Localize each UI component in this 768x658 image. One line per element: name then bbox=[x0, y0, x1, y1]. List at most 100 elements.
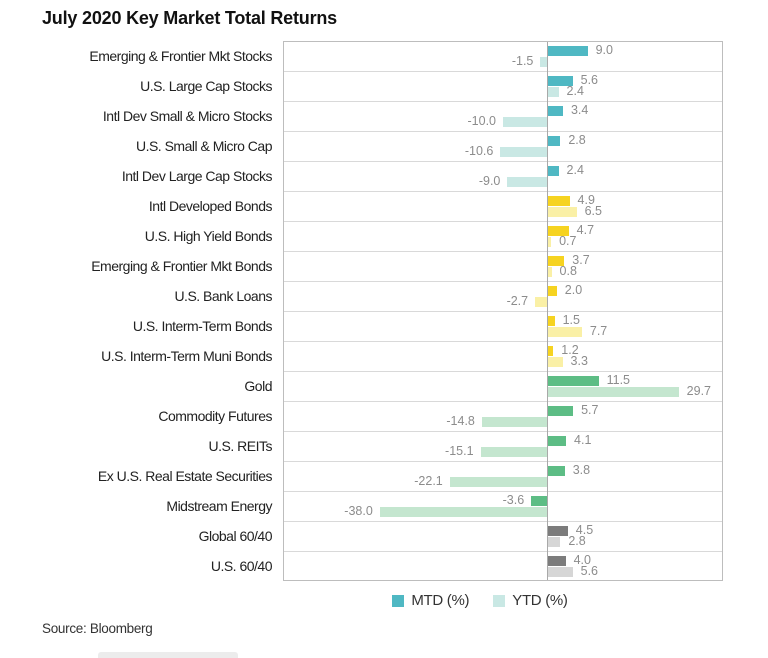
ytd-value-label: -10.0 bbox=[467, 114, 497, 128]
category-label: U.S. Small & Micro Cap bbox=[135, 138, 273, 154]
row-divider bbox=[284, 161, 722, 162]
row-divider bbox=[284, 461, 722, 462]
category-label: U.S. Interm-Term Muni Bonds bbox=[101, 348, 272, 364]
row-divider bbox=[284, 281, 722, 282]
ytd-bar bbox=[548, 387, 679, 397]
mtd-bar bbox=[548, 436, 567, 446]
mtd-bar bbox=[548, 196, 570, 206]
ytd-bar bbox=[540, 57, 547, 67]
row-divider bbox=[284, 251, 722, 252]
mtd-bar bbox=[548, 136, 561, 146]
ytd-bar bbox=[481, 417, 547, 427]
mtd-bar bbox=[548, 76, 573, 86]
ytd-value-label: -9.0 bbox=[478, 174, 501, 188]
mtd-bar bbox=[548, 256, 565, 266]
ytd-bar bbox=[548, 267, 552, 277]
ytd-bar bbox=[548, 237, 552, 247]
category-label: Intl Developed Bonds bbox=[148, 198, 273, 214]
ytd-value-label: 2.8 bbox=[568, 534, 586, 548]
chart-title: July 2020 Key Market Total Returns bbox=[42, 8, 337, 28]
category-label: Ex U.S. Real Estate Securities bbox=[97, 468, 273, 484]
mtd-value-label: 9.0 bbox=[595, 43, 613, 57]
mtd-bar bbox=[548, 526, 568, 536]
bottom-strip-decor bbox=[98, 652, 238, 658]
row-divider bbox=[284, 101, 722, 102]
mtd-value-label: 1.2 bbox=[561, 343, 579, 357]
ytd-value-label: -15.1 bbox=[445, 444, 474, 458]
mtd-bar bbox=[531, 496, 547, 506]
ytd-swatch-icon bbox=[493, 594, 506, 607]
category-label: U.S. Large Cap Stocks bbox=[140, 78, 272, 94]
ytd-value-label: -14.8 bbox=[446, 414, 475, 428]
mtd-bar bbox=[548, 286, 557, 296]
ytd-bar bbox=[548, 207, 577, 217]
mtd-value-label: 5.6 bbox=[580, 73, 599, 87]
plot-area: 9.0 -1.5 5.6 2.4 3.4 -10.0 2.8 -10.6 2.4 -9.0 4.9 6… bbox=[283, 41, 723, 581]
mtd-value-label: 4.5 bbox=[575, 523, 594, 537]
ytd-bar bbox=[449, 477, 547, 487]
ytd-value-label: 29.7 bbox=[686, 384, 712, 398]
ytd-value-label: -10.6 bbox=[464, 144, 494, 158]
mtd-bar bbox=[548, 226, 569, 236]
mtd-value-label: 4.1 bbox=[574, 433, 592, 447]
source-credit: Source: Bloomberg bbox=[42, 621, 153, 636]
mtd-value-label: 4.7 bbox=[576, 223, 595, 237]
ytd-bar bbox=[548, 537, 561, 547]
category-label: U.S. REITs bbox=[208, 438, 273, 454]
mtd-value-label: 2.8 bbox=[568, 133, 586, 147]
mtd-value-label: 4.0 bbox=[573, 553, 591, 567]
mtd-value-label: 1.5 bbox=[562, 313, 580, 327]
category-label: Global 60/40 bbox=[198, 528, 273, 544]
ytd-value-label: -1.5 bbox=[511, 54, 534, 68]
category-label: Emerging & Frontier Mkt Bonds bbox=[91, 258, 272, 274]
mtd-bar bbox=[548, 556, 566, 566]
ytd-bar bbox=[548, 327, 582, 337]
ytd-bar bbox=[500, 147, 547, 157]
ytd-value-label: -2.7 bbox=[506, 294, 529, 308]
row-divider bbox=[284, 431, 722, 432]
mtd-bar bbox=[548, 376, 599, 386]
mtd-value-label: 3.4 bbox=[570, 103, 589, 117]
category-label: U.S. Interm-Term Bonds bbox=[132, 318, 273, 334]
zero-axis-line bbox=[547, 42, 548, 580]
legend-label-mtd: MTD (%) bbox=[411, 592, 470, 609]
ytd-bar bbox=[535, 297, 547, 307]
category-label: Intl Dev Large Cap Stocks bbox=[121, 168, 273, 184]
category-label: U.S. Bank Loans bbox=[174, 288, 272, 304]
mtd-value-label: 3.8 bbox=[572, 463, 591, 477]
row-divider bbox=[284, 401, 722, 402]
row-divider bbox=[284, 71, 722, 72]
ytd-bar bbox=[503, 117, 547, 127]
row-divider bbox=[284, 341, 722, 342]
ytd-bar bbox=[548, 357, 563, 367]
row-divider bbox=[284, 131, 722, 132]
mtd-bar bbox=[548, 106, 563, 116]
ytd-value-label: 0.8 bbox=[559, 264, 577, 278]
category-label: Commodity Futures bbox=[158, 408, 272, 424]
ytd-bar bbox=[548, 567, 573, 577]
mtd-bar bbox=[548, 406, 574, 416]
row-divider bbox=[284, 311, 722, 312]
mtd-value-label: 2.4 bbox=[566, 163, 584, 177]
category-label: Emerging & Frontier Mkt Stocks bbox=[89, 48, 272, 64]
ytd-bar bbox=[480, 447, 547, 457]
mtd-value-label: 4.9 bbox=[577, 193, 595, 207]
mtd-value-label: 3.7 bbox=[572, 253, 590, 267]
ytd-value-label: 6.5 bbox=[584, 204, 602, 218]
ytd-value-label: -38.0 bbox=[344, 504, 373, 518]
category-label: Gold bbox=[244, 378, 272, 394]
mtd-bar bbox=[548, 346, 554, 356]
row-divider bbox=[284, 221, 722, 222]
mtd-bar bbox=[548, 466, 565, 476]
category-label: U.S. 60/40 bbox=[210, 558, 273, 574]
mtd-swatch-icon bbox=[392, 594, 405, 607]
legend-item-mtd: MTD (%) bbox=[392, 592, 470, 609]
ytd-value-label: 7.7 bbox=[589, 324, 608, 338]
mtd-bar bbox=[548, 166, 559, 176]
ytd-value-label: 0.7 bbox=[559, 234, 577, 248]
category-label: U.S. High Yield Bonds bbox=[144, 228, 273, 244]
row-divider bbox=[284, 491, 722, 492]
row-divider bbox=[284, 551, 722, 552]
legend-item-ytd: YTD (%) bbox=[493, 592, 568, 609]
